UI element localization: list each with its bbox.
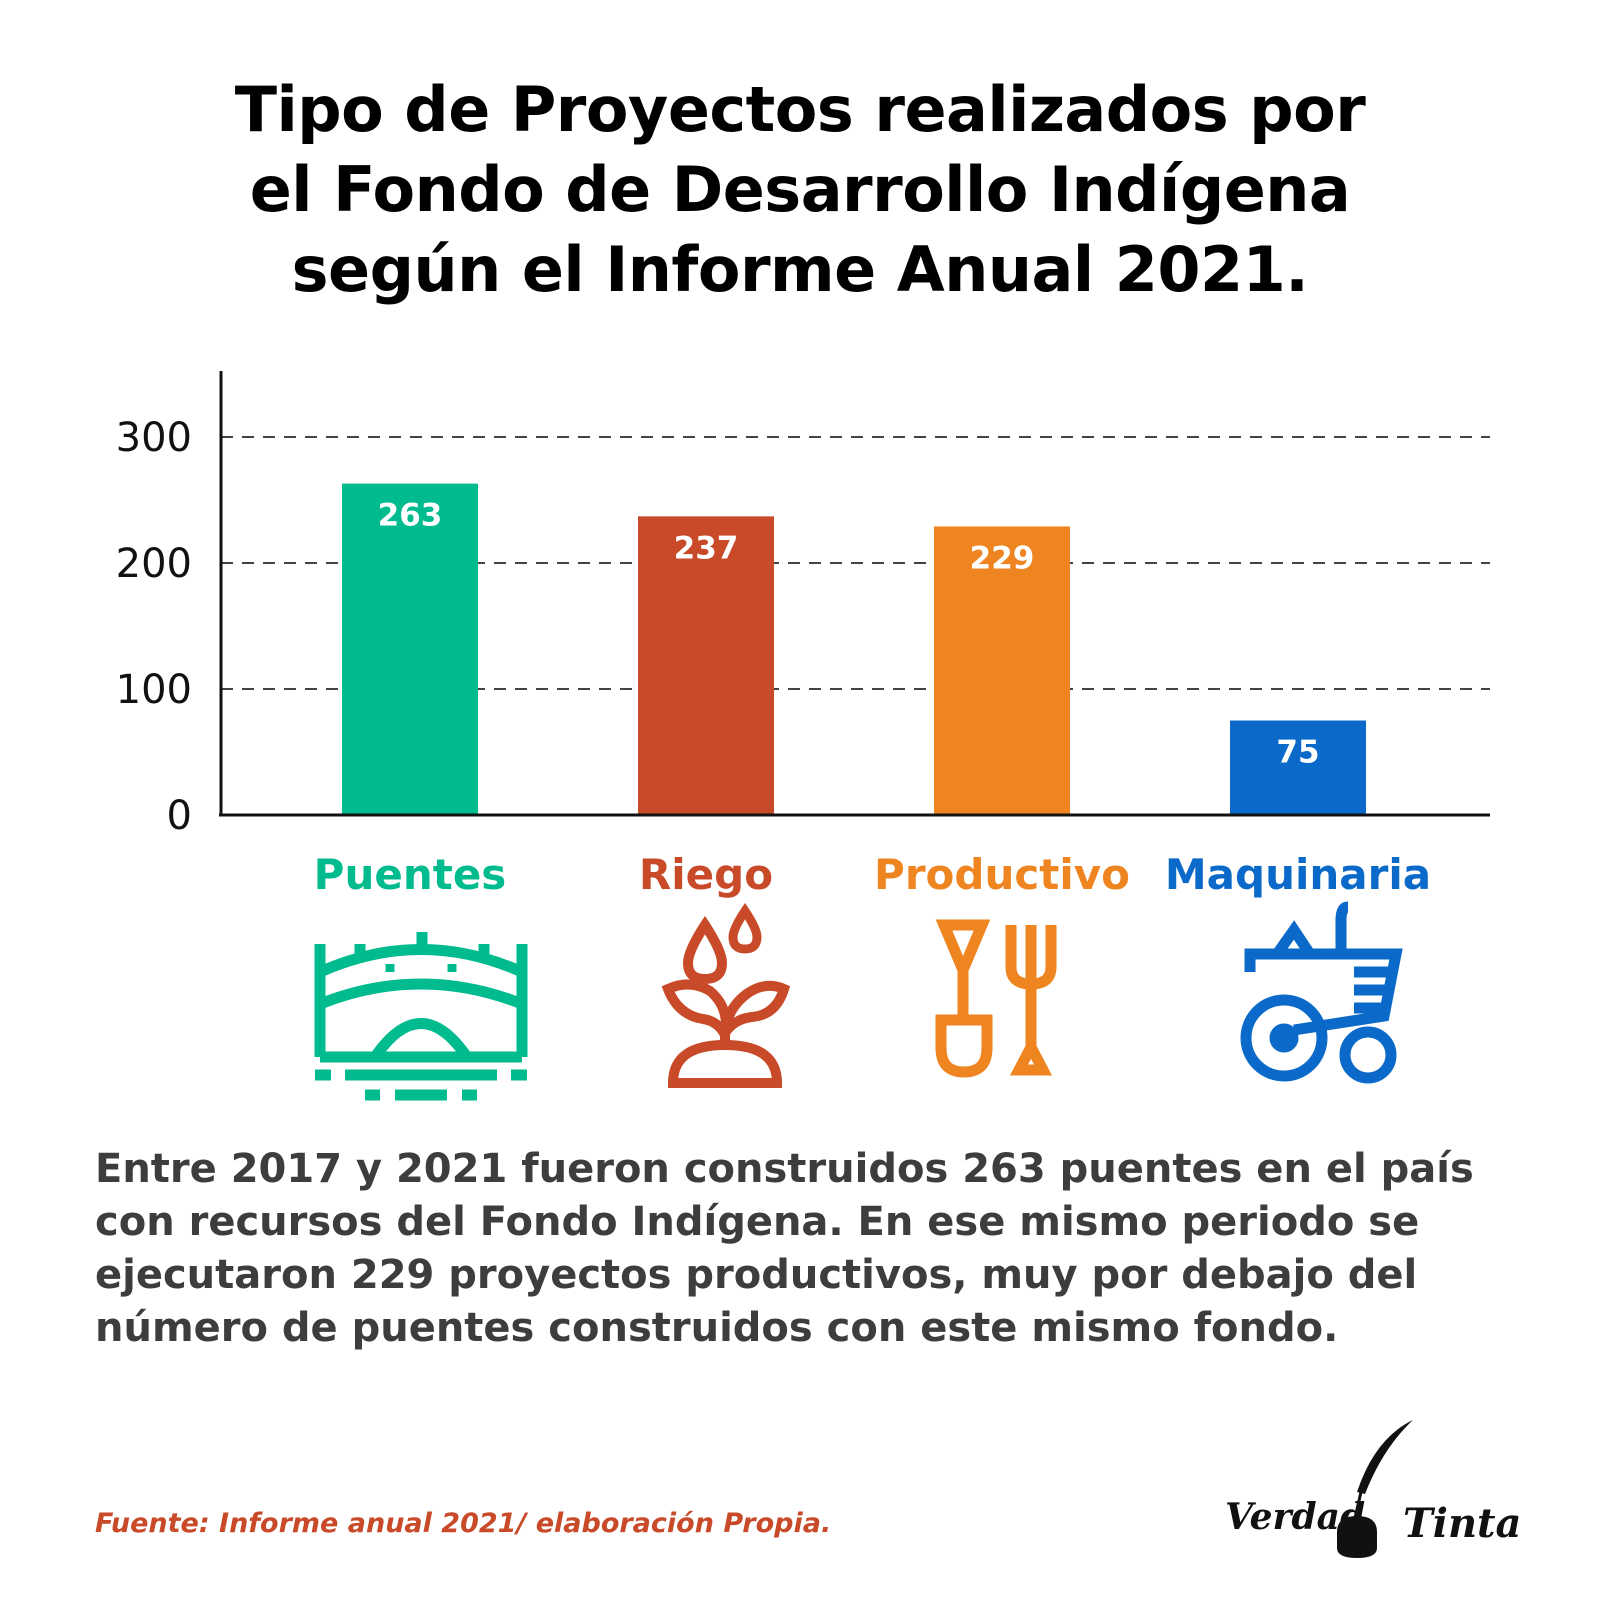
axes (219, 371, 1490, 817)
y-tick-labels: 0 100 200 300 (116, 415, 192, 839)
bar-productivo (934, 526, 1070, 815)
logo-word-verdad: Verdad (1225, 1496, 1366, 1538)
body-line: con recursos del Fondo Indígena. En ese … (95, 1199, 1420, 1245)
title-line: según el Informe Anual 2021. (291, 233, 1309, 306)
body-paragraph: Entre 2017 y 2021 fueron construidos 263… (95, 1143, 1535, 1355)
quill-inkwell-icon (1337, 1420, 1413, 1558)
logo-word-con: con (1347, 1542, 1369, 1556)
bar-value-label: 75 (1276, 735, 1319, 771)
bar-value-label: 237 (674, 530, 739, 566)
bridge-icon (314, 932, 528, 1101)
bar-riego (638, 516, 774, 815)
tractor-icon (1240, 901, 1403, 1084)
y-tick-label: 0 (167, 793, 192, 839)
bar-value-label: 263 (378, 498, 443, 534)
category-label: Puentes (314, 850, 507, 899)
brand-logo: Verdad con Tinta (1215, 1420, 1555, 1560)
logo-word-tinta: Tinta (1403, 1500, 1522, 1547)
body-line: ejecutaron 229 proyectos productivos, mu… (95, 1252, 1418, 1298)
bar-puentes (342, 483, 478, 815)
bar-maquinaria (1230, 720, 1366, 815)
body-line: Entre 2017 y 2021 fueron construidos 263… (95, 1146, 1474, 1192)
chart-title: Tipo de Proyectos realizados por el Fond… (0, 70, 1600, 310)
bars: 263 237 229 75 (342, 483, 1366, 815)
sprout-icon (661, 902, 791, 1088)
category-label: Riego (639, 850, 773, 899)
category-labels: Puentes Riego Productivo Maquinaria (314, 850, 1431, 899)
y-tick-label: 200 (116, 541, 192, 587)
title-line: Tipo de Proyectos realizados por (234, 73, 1366, 146)
category-label: Maquinaria (1165, 850, 1431, 899)
source-note: Fuente: Informe anual 2021/ elaboración … (95, 1508, 832, 1539)
title-line: el Fondo de Desarrollo Indígena (249, 153, 1351, 226)
bar-value-label: 229 (970, 540, 1035, 576)
y-tick-label: 100 (116, 667, 192, 713)
bar-chart: 263 237 229 75 0 100 200 300 Puentes Riego Produ… (116, 371, 1490, 1101)
body-line: número de puentes construidos con este m… (95, 1305, 1339, 1351)
category-label: Productivo (874, 850, 1130, 899)
tools-icon (935, 919, 1057, 1078)
y-tick-label: 300 (116, 415, 192, 461)
